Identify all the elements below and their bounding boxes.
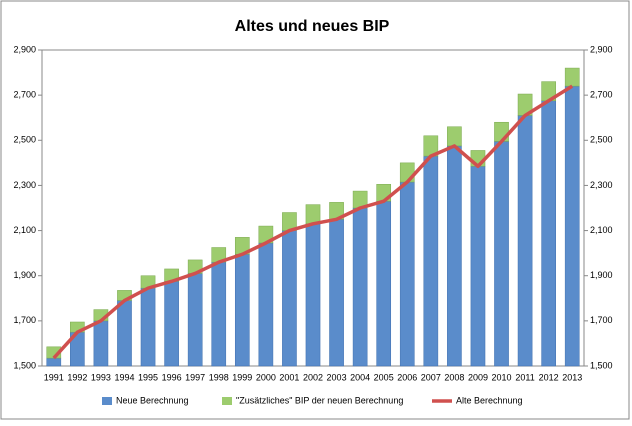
legend-label: Neue Berechnung — [116, 395, 189, 405]
bar — [329, 219, 344, 367]
x-tick-label: 1995 — [138, 372, 158, 382]
x-tick-label: 2007 — [421, 372, 441, 382]
y-tick-label: 2,500 — [13, 135, 36, 145]
bar — [258, 242, 274, 367]
y-tick-label: 1,500 — [13, 360, 36, 370]
y2-tick-label: 2,900 — [590, 44, 613, 54]
x-tick-label: 1997 — [185, 372, 205, 382]
x-tick-label: 2005 — [374, 372, 394, 382]
y-tick-label: 2,900 — [13, 44, 36, 54]
x-tick-label: 1994 — [114, 372, 134, 382]
x-tick-label: 2004 — [350, 372, 370, 382]
x-tick-label: 2013 — [562, 372, 582, 382]
y2-tick-label: 2,500 — [590, 135, 613, 145]
x-tick-label: 1998 — [209, 372, 229, 382]
bar — [93, 320, 109, 367]
x-tick-label: 2010 — [492, 372, 512, 382]
y2-tick-label: 1,900 — [590, 270, 613, 280]
y-tick-label: 2,100 — [13, 225, 36, 235]
line — [52, 84, 574, 360]
y2-tick-label: 2,100 — [590, 225, 613, 235]
x-tick-label: 2012 — [539, 372, 559, 382]
bar — [447, 126, 462, 147]
x-tick-label: 2009 — [468, 372, 488, 382]
bar — [517, 115, 533, 367]
bar — [352, 207, 368, 367]
bar — [494, 141, 509, 367]
y-tick-label: 1,900 — [13, 270, 36, 280]
x-tick-label: 2002 — [303, 372, 323, 382]
y-tick-label: 2,700 — [13, 90, 36, 100]
bar — [564, 67, 580, 87]
x-tick-label: 2000 — [256, 372, 276, 382]
bar — [376, 200, 392, 367]
legend-swatch — [222, 397, 232, 405]
bar — [399, 181, 415, 367]
x-tick-label: 2006 — [397, 372, 417, 382]
bar — [164, 281, 179, 367]
x-tick-label: 1999 — [232, 372, 252, 382]
bar — [211, 261, 227, 367]
bar — [470, 165, 486, 367]
x-tick-label: 2003 — [327, 372, 347, 382]
bar — [140, 287, 156, 367]
legend-swatch — [102, 397, 112, 405]
chart-title: Altes und neues BIP — [235, 18, 390, 35]
bar — [282, 230, 297, 367]
y-tick-label: 1,700 — [13, 315, 36, 325]
x-tick-label: 1996 — [162, 372, 182, 382]
bar — [423, 155, 439, 367]
x-tick-label: 1991 — [44, 372, 64, 382]
legend-label: Alte Berechnung — [456, 395, 523, 405]
bar — [187, 273, 203, 367]
x-tick-label: 1992 — [67, 372, 87, 382]
bar — [117, 300, 132, 367]
x-tick-label: 2008 — [444, 372, 464, 382]
bar — [305, 204, 321, 225]
y2-tick-label: 1,500 — [590, 360, 613, 370]
x-tick-label: 2011 — [515, 372, 534, 382]
bar — [234, 254, 250, 367]
bar — [305, 223, 321, 367]
y-tick-label: 2,300 — [13, 180, 36, 190]
x-tick-label: 2001 — [279, 372, 299, 382]
bar — [447, 145, 462, 367]
bar — [564, 85, 580, 367]
x-tick-label: 1993 — [91, 372, 111, 382]
y2-tick-label: 1,700 — [590, 315, 613, 325]
y2-tick-label: 2,700 — [590, 90, 613, 100]
legend-label: "Zusätzliches" BIP der neuen Berechnung — [236, 395, 403, 405]
bar — [541, 100, 556, 367]
y2-tick-label: 2,300 — [590, 180, 613, 190]
bar — [46, 357, 62, 367]
